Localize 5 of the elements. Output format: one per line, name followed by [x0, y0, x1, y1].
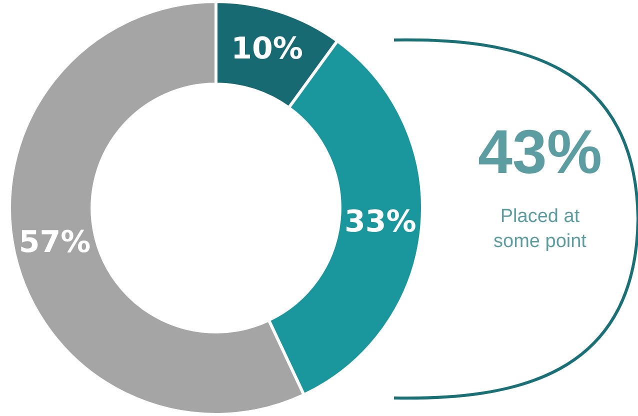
text: 43%: [476, 118, 604, 188]
text: Placed at some point: [492, 205, 588, 254]
data-label: 10%: [231, 32, 303, 67]
data-label: 57%: [18, 224, 91, 260]
data-label: 33%: [344, 204, 416, 240]
